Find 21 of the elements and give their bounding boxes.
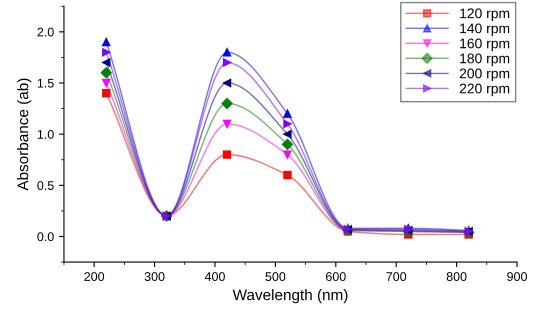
x-tick-label: 500 xyxy=(265,272,286,281)
y-tick-label: 0.0 xyxy=(37,232,54,242)
legend-label: 200 rpm xyxy=(460,68,510,82)
x-tick-label: 600 xyxy=(326,272,346,281)
y-tick-label: 1.0 xyxy=(38,130,54,139)
y-tick-label: 1.5 xyxy=(38,78,54,88)
legend-label: 120 rpm xyxy=(460,8,510,22)
x-tick-label: 300 xyxy=(144,272,165,281)
legend-label: 220 rpm xyxy=(460,84,510,96)
y-tick-label: 0.5 xyxy=(37,181,54,190)
y-axis-title: Absorbance (ab) xyxy=(17,78,32,191)
x-tick-label: 200 xyxy=(84,272,104,281)
y-tick-label: 2.0 xyxy=(37,28,54,36)
x-tick-label: 900 xyxy=(507,272,527,281)
x-tick-label: 400 xyxy=(204,272,225,281)
x-tick-label: 800 xyxy=(446,272,467,281)
legend-label: 140 rpm xyxy=(460,23,510,36)
legend-label: 160 rpm xyxy=(460,38,510,52)
x-tick-label: 700 xyxy=(386,272,406,281)
x-axis-title: Wavelength (nm) xyxy=(232,289,348,304)
legend-label: 180 rpm xyxy=(460,54,510,66)
